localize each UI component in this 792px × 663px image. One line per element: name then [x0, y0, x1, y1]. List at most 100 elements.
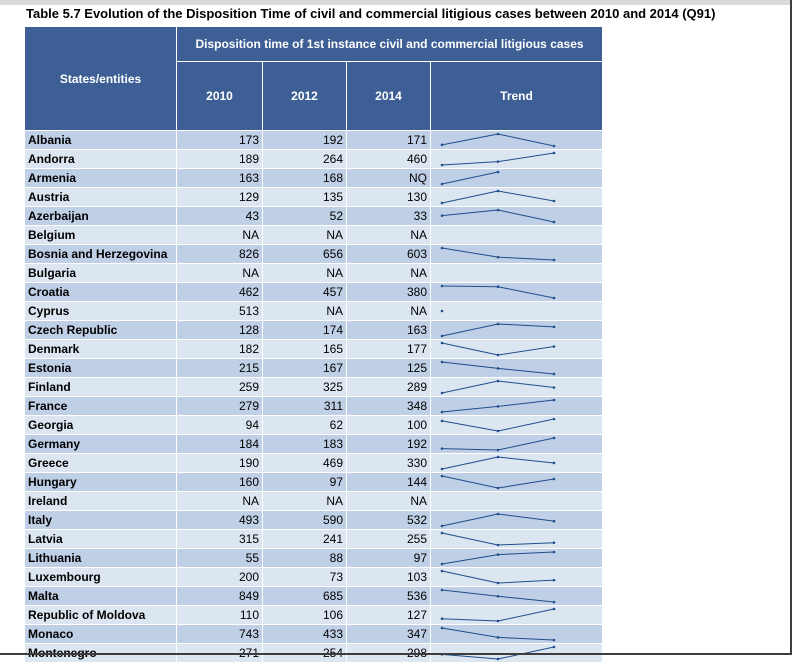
- value-2010-cell: 743: [176, 624, 263, 644]
- sparkline-point: [552, 519, 556, 523]
- trend-sparkline: [440, 208, 556, 224]
- value-2014-cell: 163: [346, 320, 431, 340]
- sparkline-point: [440, 214, 444, 217]
- sparkline-point: [440, 246, 444, 250]
- trend-sparkline: [440, 417, 556, 433]
- sparkline-segment: [441, 133, 499, 146]
- state-name-cell: Monaco: [24, 624, 177, 644]
- table-row: Greece 190 469 330: [24, 453, 603, 473]
- sparkline-point: [496, 405, 500, 408]
- value-2010-cell: 94: [176, 415, 263, 435]
- sparkline-segment: [497, 152, 555, 163]
- sparkline-segment: [497, 542, 555, 546]
- sparkline-segment: [497, 399, 555, 407]
- trend-sparkline: [440, 569, 556, 585]
- sparkline-point: [496, 255, 500, 259]
- state-name-cell: Luxembourg: [24, 567, 177, 587]
- trend-sparkline: [440, 322, 556, 338]
- trend-sparkline: [440, 436, 556, 452]
- value-2010-cell: 849: [176, 586, 263, 606]
- table-row: Albania 173 192 171: [24, 130, 603, 150]
- sparkline-point: [440, 391, 444, 395]
- value-2010-cell: 315: [176, 529, 263, 549]
- sparkline-point: [552, 345, 556, 348]
- sparkline-segment: [497, 437, 555, 451]
- window-top-strip: [0, 0, 792, 5]
- value-2010-cell: NA: [176, 225, 263, 245]
- sparkline-segment: [441, 618, 499, 622]
- state-name-cell: Finland: [24, 377, 177, 397]
- sparkline-point: [440, 467, 444, 471]
- sparkline-point: [440, 419, 444, 423]
- value-2014-cell: 33: [346, 206, 431, 226]
- sparkline-segment: [441, 247, 499, 258]
- table-row: Croatia 462 457 380: [24, 282, 603, 302]
- sparkline-segment: [497, 551, 555, 556]
- state-name-cell: Albania: [24, 130, 177, 150]
- value-2012-cell: 183: [262, 434, 347, 454]
- table-row: Austria 129 135 130: [24, 187, 603, 207]
- value-2014-cell: 255: [346, 529, 431, 549]
- value-2010-cell: 513: [176, 301, 263, 321]
- sparkline-point: [440, 474, 444, 478]
- sparkline-point: [552, 436, 556, 440]
- value-2010-cell: 189: [176, 149, 263, 169]
- value-2012-cell: 88: [262, 548, 347, 568]
- sparkline-point: [552, 417, 556, 421]
- sparkline-segment: [441, 589, 499, 597]
- sparkline-point: [552, 638, 556, 642]
- value-2014-cell: 144: [346, 472, 431, 492]
- state-name-cell: Greece: [24, 453, 177, 473]
- table-row: Andorra 189 264 460: [24, 149, 603, 169]
- trend-sparkline-cell: [430, 548, 603, 568]
- sparkline-point: [496, 429, 500, 433]
- sparkline-segment: [441, 570, 499, 584]
- sparkline-segment: [441, 420, 499, 432]
- sparkline-segment: [441, 627, 499, 638]
- value-2014-cell: 103: [346, 567, 431, 587]
- sparkline-point: [496, 379, 500, 383]
- value-2014-cell: 100: [346, 415, 431, 435]
- sparkline-point: [552, 578, 556, 582]
- sparkline-point: [496, 353, 500, 357]
- value-2012-cell: 73: [262, 567, 347, 587]
- table-row: Georgia 94 62 100: [24, 415, 603, 435]
- value-2014-cell: NQ: [346, 168, 431, 188]
- sparkline-point: [496, 189, 500, 193]
- sparkline-segment: [497, 418, 555, 432]
- value-2012-cell: 264: [262, 149, 347, 169]
- trend-sparkline: [434, 492, 603, 510]
- trend-sparkline-cell: [430, 149, 603, 169]
- state-name-cell: Croatia: [24, 282, 177, 302]
- value-2014-cell: 330: [346, 453, 431, 473]
- value-2010-cell: 462: [176, 282, 263, 302]
- sparkline-point: [496, 512, 500, 516]
- sparkline-segment: [497, 346, 555, 356]
- sparkline-point: [552, 144, 556, 148]
- value-2012-cell: 168: [262, 168, 347, 188]
- value-2014-cell: NA: [346, 263, 431, 283]
- sparkline-point: [496, 581, 500, 585]
- sparkline-point: [496, 543, 500, 547]
- sparkline-point: [496, 322, 500, 326]
- sparkline-point: [552, 296, 556, 300]
- sparkline-segment: [441, 171, 499, 185]
- sparkline-segment: [441, 554, 499, 565]
- sparkline-segment: [441, 361, 499, 369]
- state-name-cell: Malta: [24, 586, 177, 606]
- state-name-cell: Bulgaria: [24, 263, 177, 283]
- sparkline-point: [440, 334, 444, 338]
- sparkline-segment: [441, 653, 499, 660]
- sparkline-point: [496, 170, 500, 174]
- sparkline-point: [552, 199, 556, 203]
- disposition-time-table: States/entities Disposition time of 1st …: [24, 26, 603, 663]
- table-row: Azerbaijan 43 52 33: [24, 206, 603, 226]
- sparkline-point: [496, 619, 500, 623]
- trend-sparkline-cell: [430, 320, 603, 340]
- table-row: Germany 184 183 192: [24, 434, 603, 454]
- value-2014-cell: 603: [346, 244, 431, 264]
- value-2014-cell: 380: [346, 282, 431, 302]
- value-2012-cell: 656: [262, 244, 347, 264]
- year-2014-header: 2014: [346, 61, 431, 131]
- value-2012-cell: 457: [262, 282, 347, 302]
